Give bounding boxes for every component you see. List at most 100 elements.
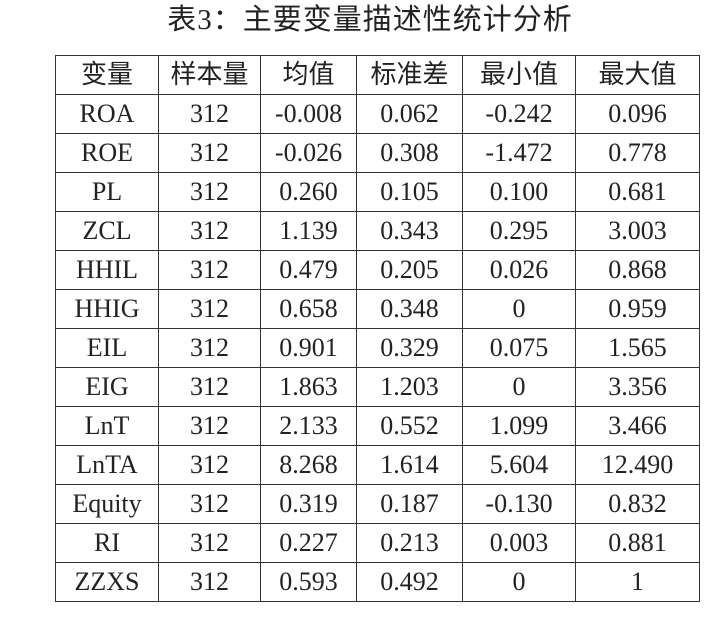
cell: 3.466 [575, 406, 700, 446]
cell: 0 [462, 367, 576, 407]
cell: 5.604 [462, 445, 576, 485]
cell: -0.008 [260, 94, 357, 134]
data-row: Equity 312 0.319 0.187 -0.130 0.832 [55, 484, 700, 524]
cell: 312 [158, 172, 261, 212]
data-row: ROE 312 -0.026 0.308 -1.472 0.778 [55, 133, 700, 173]
cell: 3.003 [575, 211, 700, 251]
cell: 0.901 [260, 328, 357, 368]
header-cell: 最小值 [462, 55, 576, 95]
cell: 1 [575, 562, 700, 602]
data-row: HHIG 312 0.658 0.348 0 0.959 [55, 289, 700, 329]
cell: PL [55, 172, 159, 212]
cell: 312 [158, 328, 261, 368]
stats-table: 变量 样本量 均值 标准差 最小值 最大值 ROA 312 -0.008 0.062 -0.242 0… [55, 55, 700, 602]
cell: 0.681 [575, 172, 700, 212]
data-row: ZZXS 312 0.593 0.492 0 1 [55, 562, 700, 602]
cell: 0.593 [260, 562, 357, 602]
cell: 0.868 [575, 250, 700, 290]
cell: LnTA [55, 445, 159, 485]
header-cell: 均值 [260, 55, 357, 95]
cell: ROA [55, 94, 159, 134]
cell: 312 [158, 484, 261, 524]
cell: 1.099 [462, 406, 576, 446]
data-row: HHIL 312 0.479 0.205 0.026 0.868 [55, 250, 700, 290]
cell: HHIG [55, 289, 159, 329]
cell: 12.490 [575, 445, 700, 485]
header-cell: 样本量 [158, 55, 261, 95]
cell: 312 [158, 367, 261, 407]
cell: 1.139 [260, 211, 357, 251]
cell: 0.778 [575, 133, 700, 173]
cell: 312 [158, 289, 261, 329]
cell: -1.472 [462, 133, 576, 173]
cell: 312 [158, 250, 261, 290]
cell: 312 [158, 523, 261, 563]
header-row: 变量 样本量 均值 标准差 最小值 最大值 [55, 55, 700, 95]
cell: 0.260 [260, 172, 357, 212]
cell: LnT [55, 406, 159, 446]
cell: 0.295 [462, 211, 576, 251]
cell: -0.026 [260, 133, 357, 173]
cell: 0.062 [356, 94, 463, 134]
cell: 0.479 [260, 250, 357, 290]
cell: 0.213 [356, 523, 463, 563]
cell: -0.242 [462, 94, 576, 134]
cell: HHIL [55, 250, 159, 290]
data-row: ROA 312 -0.008 0.062 -0.242 0.096 [55, 94, 700, 134]
cell: 1.565 [575, 328, 700, 368]
data-row: LnTA 312 8.268 1.614 5.604 12.490 [55, 445, 700, 485]
cell: 0.075 [462, 328, 576, 368]
cell: 312 [158, 211, 261, 251]
cell: -0.130 [462, 484, 576, 524]
cell: 1.614 [356, 445, 463, 485]
cell: 312 [158, 562, 261, 602]
cell: 8.268 [260, 445, 357, 485]
cell: 0.881 [575, 523, 700, 563]
cell: 0.205 [356, 250, 463, 290]
cell: 312 [158, 133, 261, 173]
cell: 312 [158, 406, 261, 446]
cell: 0.552 [356, 406, 463, 446]
cell: 0.227 [260, 523, 357, 563]
cell: ROE [55, 133, 159, 173]
cell: 0.348 [356, 289, 463, 329]
cell: ZZXS [55, 562, 159, 602]
header-cell: 标准差 [356, 55, 463, 95]
data-row: LnT 312 2.133 0.552 1.099 3.466 [55, 406, 700, 446]
cell: EIL [55, 328, 159, 368]
cell: 0.096 [575, 94, 700, 134]
table-title: 表3：主要变量描述性统计分析 [167, 4, 573, 36]
cell: 0.026 [462, 250, 576, 290]
cell: 0.105 [356, 172, 463, 212]
cell: 1.863 [260, 367, 357, 407]
data-row: PL 312 0.260 0.105 0.100 0.681 [55, 172, 700, 212]
cell: 2.133 [260, 406, 357, 446]
cell: 0.187 [356, 484, 463, 524]
cell: EIG [55, 367, 159, 407]
cell: 1.203 [356, 367, 463, 407]
cell: 312 [158, 94, 261, 134]
cell: 0.329 [356, 328, 463, 368]
cell: 0.959 [575, 289, 700, 329]
header-cell: 变量 [55, 55, 159, 95]
data-row: EIG 312 1.863 1.203 0 3.356 [55, 367, 700, 407]
cell: ZCL [55, 211, 159, 251]
cell: 0.100 [462, 172, 576, 212]
cell: 0 [462, 289, 576, 329]
cell: 0.319 [260, 484, 357, 524]
cell: Equity [55, 484, 159, 524]
header-cell: 最大值 [575, 55, 700, 95]
cell: 0.343 [356, 211, 463, 251]
cell: 0.492 [356, 562, 463, 602]
cell: 3.356 [575, 367, 700, 407]
cell: 0.308 [356, 133, 463, 173]
cell: 312 [158, 445, 261, 485]
data-row: RI 312 0.227 0.213 0.003 0.881 [55, 523, 700, 563]
cell: 0.003 [462, 523, 576, 563]
data-row: ZCL 312 1.139 0.343 0.295 3.003 [55, 211, 700, 251]
cell: 0.832 [575, 484, 700, 524]
cell: 0.658 [260, 289, 357, 329]
cell: 0 [462, 562, 576, 602]
cell: RI [55, 523, 159, 563]
